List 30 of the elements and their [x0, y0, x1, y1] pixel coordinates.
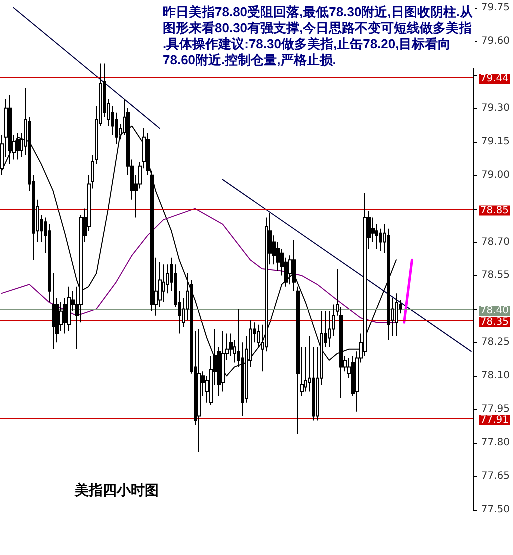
candlestick	[395, 293, 398, 336]
y-tick-label: 79.75	[481, 2, 510, 14]
y-tick-label: 77.65	[481, 471, 510, 482]
y-tick-label: 78.25	[481, 337, 510, 348]
annotation: 昨日美指78.80受阻回落,最低78.30附近,日图收阴柱.从图形来看80.30有强支撑,今日思路不变可短线做多美指.具体操作建议:78.30做多美指,止缶78.20,目标看向78.60附近.控制仓量,严格止损.	[163, 4, 474, 68]
y-tick-label: 77.95	[481, 404, 510, 416]
candlestick	[16, 132, 20, 160]
y-tick-label: 77.50	[481, 504, 510, 516]
candlestick	[52, 273, 55, 350]
candlestick	[387, 228, 390, 341]
line-series	[1, 208, 397, 324]
ref-line-label: 78.40	[480, 306, 510, 317]
candlestick	[379, 228, 382, 252]
y-tick-label: 79.00	[481, 170, 510, 181]
candlestick	[292, 240, 296, 292]
y-tick-label: 79.30	[481, 102, 510, 114]
ref-line-label: 77.91	[480, 415, 510, 426]
ref-line-label: 78.85	[480, 205, 510, 216]
y-tick-label: 78.10	[481, 370, 510, 382]
y-tick-label: 78.55	[481, 270, 510, 282]
candlestick	[162, 264, 165, 304]
ref-line-label: 79.44	[480, 74, 510, 85]
text: 美指四小时图	[74, 482, 159, 498]
y-tick-label: 79.60	[481, 36, 510, 47]
candlestick	[67, 286, 71, 332]
ref-line-label: 78.35	[480, 316, 510, 328]
y-tick-label: 78.70	[481, 236, 510, 248]
y-tick-label: 79.15	[481, 136, 510, 148]
y-tick-label: 77.80	[481, 438, 510, 449]
candlestick	[197, 328, 201, 452]
